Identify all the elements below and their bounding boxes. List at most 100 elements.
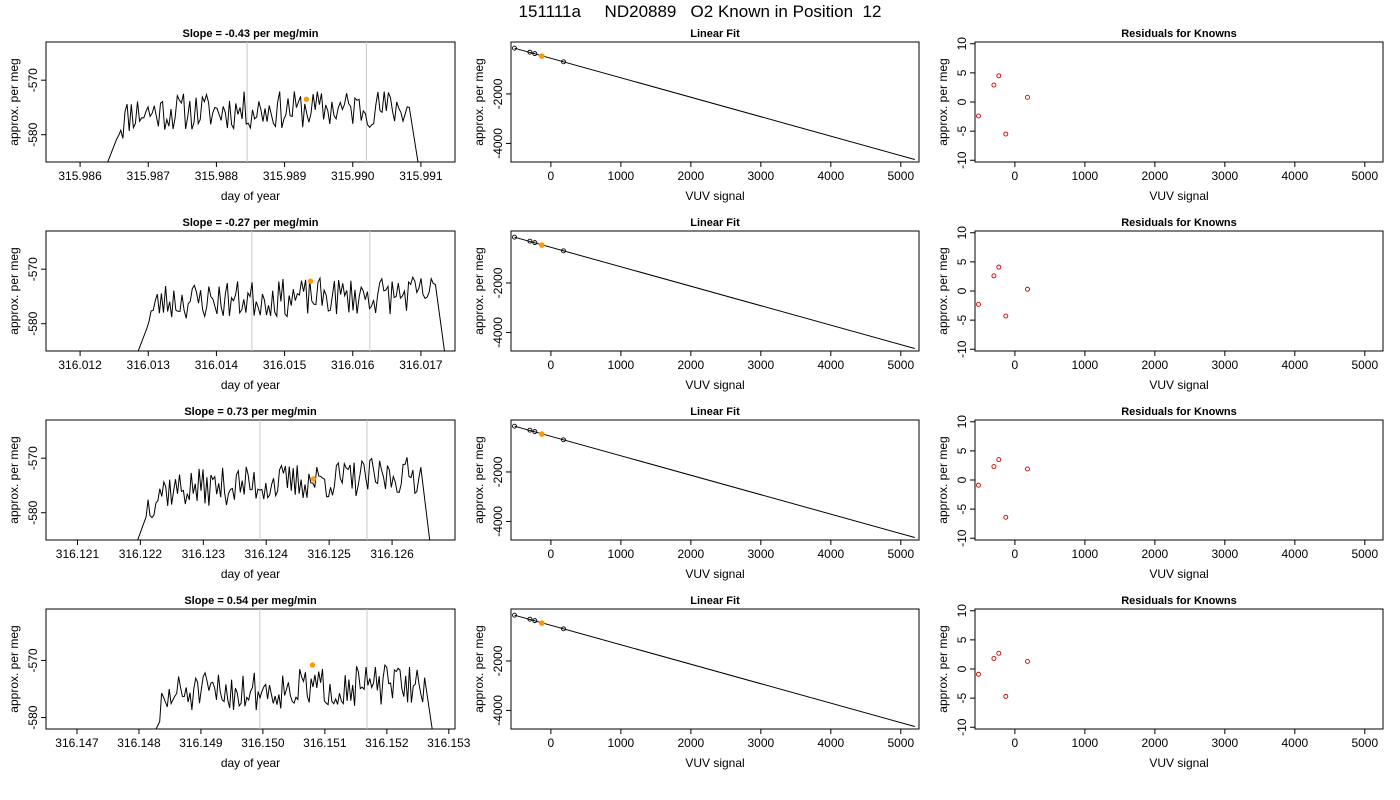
x-tick-label: 0: [1012, 169, 1019, 183]
x-tick-label: 4000: [817, 547, 844, 561]
x-tick-label: 2000: [678, 358, 705, 372]
plot-frame: [974, 41, 1384, 163]
y-axis-label: approx. per meg: [936, 58, 950, 145]
residual-point: [1025, 466, 1030, 472]
y-axis-label: approx. per meg: [472, 247, 486, 334]
residual-point: [991, 82, 997, 88]
y-tick-label: 5: [955, 636, 969, 643]
data-point: [527, 49, 533, 55]
y-tick-label: 5: [955, 447, 969, 454]
x-tick-label: 316.126: [370, 547, 414, 561]
plot-frame: [974, 230, 1384, 352]
x-axis-label: VUV signal: [685, 756, 744, 770]
y-tick-label: -10: [955, 151, 969, 169]
y-tick-label: -10: [955, 340, 969, 358]
x-tick-label: 3000: [747, 547, 774, 561]
panel-title: Linear Fit: [690, 406, 740, 418]
x-tick-label: 316.012: [58, 358, 102, 372]
panel-linear-fit-row-3: Linear Fit 0 1000 2000 3000 4000 5000 -2000 -400…: [472, 406, 920, 581]
residual-point: [976, 482, 981, 488]
residual-point: [976, 671, 981, 677]
fit-line: [514, 425, 915, 539]
x-tick-label: 3000: [1211, 547, 1238, 561]
y-tick-label: -2000: [491, 645, 505, 676]
residual-point: [1003, 514, 1009, 520]
x-tick-label: 2000: [1142, 358, 1169, 372]
y-axis-label: approx. per meg: [936, 625, 950, 712]
residual-point: [996, 264, 1002, 270]
y-tick-label: -10: [955, 718, 969, 736]
panel-linear-fit-row-2: Linear Fit 0 1000 2000 3000 4000 5000 -2000 -400…: [472, 217, 920, 392]
x-axis-label: day of year: [221, 756, 280, 770]
x-tick-label: 316.125: [307, 547, 351, 561]
x-tick-label: 2000: [678, 736, 705, 750]
y-axis-label: approx. per meg: [936, 247, 950, 334]
panel-residuals-row-4: Residuals for Knowns 0 1000 2000 3000 4000 500…: [936, 595, 1384, 770]
x-tick-label: 315.991: [399, 169, 443, 183]
x-tick-label: 316.121: [56, 547, 100, 561]
series-line: [137, 275, 445, 351]
y-tick-label: -4000: [491, 317, 505, 348]
data-point: [532, 240, 538, 246]
x-tick-label: 316.152: [365, 736, 409, 750]
x-axis-label: VUV signal: [685, 567, 744, 581]
x-tick-label: 0: [1012, 547, 1019, 561]
y-tick-label: -570: [26, 68, 40, 92]
y-tick-label: -2000: [491, 78, 505, 109]
data-point: [561, 59, 566, 65]
panel-title: Slope = 0.73 per meg/min: [184, 406, 317, 418]
highlight-point: [538, 620, 545, 626]
x-tick-label: 316.153: [427, 736, 471, 750]
residual-point: [1025, 658, 1030, 664]
y-tick-label: -4000: [491, 128, 505, 159]
highlight-point: [538, 53, 545, 59]
x-tick-label: 316.148: [117, 736, 161, 750]
residual-point: [996, 73, 1002, 79]
x-tick-label: 4000: [1281, 547, 1308, 561]
x-tick-label: 3000: [747, 736, 774, 750]
y-axis-label: approx. per meg: [7, 247, 21, 334]
x-tick-label: 5000: [887, 169, 914, 183]
y-tick-label: 0: [955, 476, 969, 483]
x-tick-label: 1000: [1072, 547, 1099, 561]
x-tick-label: 4000: [817, 358, 844, 372]
series-line: [155, 663, 433, 729]
x-tick-label: 3000: [747, 169, 774, 183]
y-axis-label: approx. per meg: [472, 436, 486, 523]
y-tick-label: 0: [955, 287, 969, 294]
x-tick-label: 315.989: [263, 169, 307, 183]
x-tick-label: 316.147: [55, 736, 99, 750]
y-tick-label: 10: [955, 226, 969, 240]
x-tick-label: 3000: [1211, 736, 1238, 750]
x-tick-label: 315.986: [58, 169, 102, 183]
x-tick-label: 5000: [1351, 358, 1378, 372]
x-axis-label: VUV signal: [1149, 189, 1208, 203]
data-point: [527, 427, 533, 433]
x-tick-label: 315.990: [331, 169, 375, 183]
x-tick-label: 4000: [1281, 358, 1308, 372]
panel-timeseries-row-1: Slope = -0.43 per meg/min 315.986 315.987 3…: [7, 28, 456, 203]
highlight-point: [538, 431, 545, 437]
x-tick-label: 1000: [608, 358, 635, 372]
x-tick-label: 5000: [887, 736, 914, 750]
y-tick-label: -580: [26, 311, 40, 335]
y-tick-label: 10: [955, 415, 969, 429]
x-tick-label: 0: [548, 358, 555, 372]
residual-point: [1003, 313, 1009, 319]
y-axis-label: approx. per meg: [936, 436, 950, 523]
x-axis-label: VUV signal: [685, 189, 744, 203]
panel-title: Residuals for Knowns: [1121, 406, 1237, 418]
x-tick-label: 316.014: [195, 358, 239, 372]
data-point: [527, 238, 533, 244]
x-tick-label: 1000: [1072, 358, 1099, 372]
plot-frame: [45, 230, 456, 352]
x-tick-label: 316.015: [263, 358, 307, 372]
plot-frame: [45, 419, 456, 541]
y-tick-label: 10: [955, 604, 969, 618]
x-tick-label: 316.016: [331, 358, 375, 372]
residual-point: [1003, 693, 1009, 699]
residual-point: [996, 457, 1002, 463]
x-tick-label: 5000: [1351, 547, 1378, 561]
panel-title: Linear Fit: [690, 595, 740, 607]
figure-title: 151111a ND20889 O2 Known in Position 12: [518, 2, 882, 21]
